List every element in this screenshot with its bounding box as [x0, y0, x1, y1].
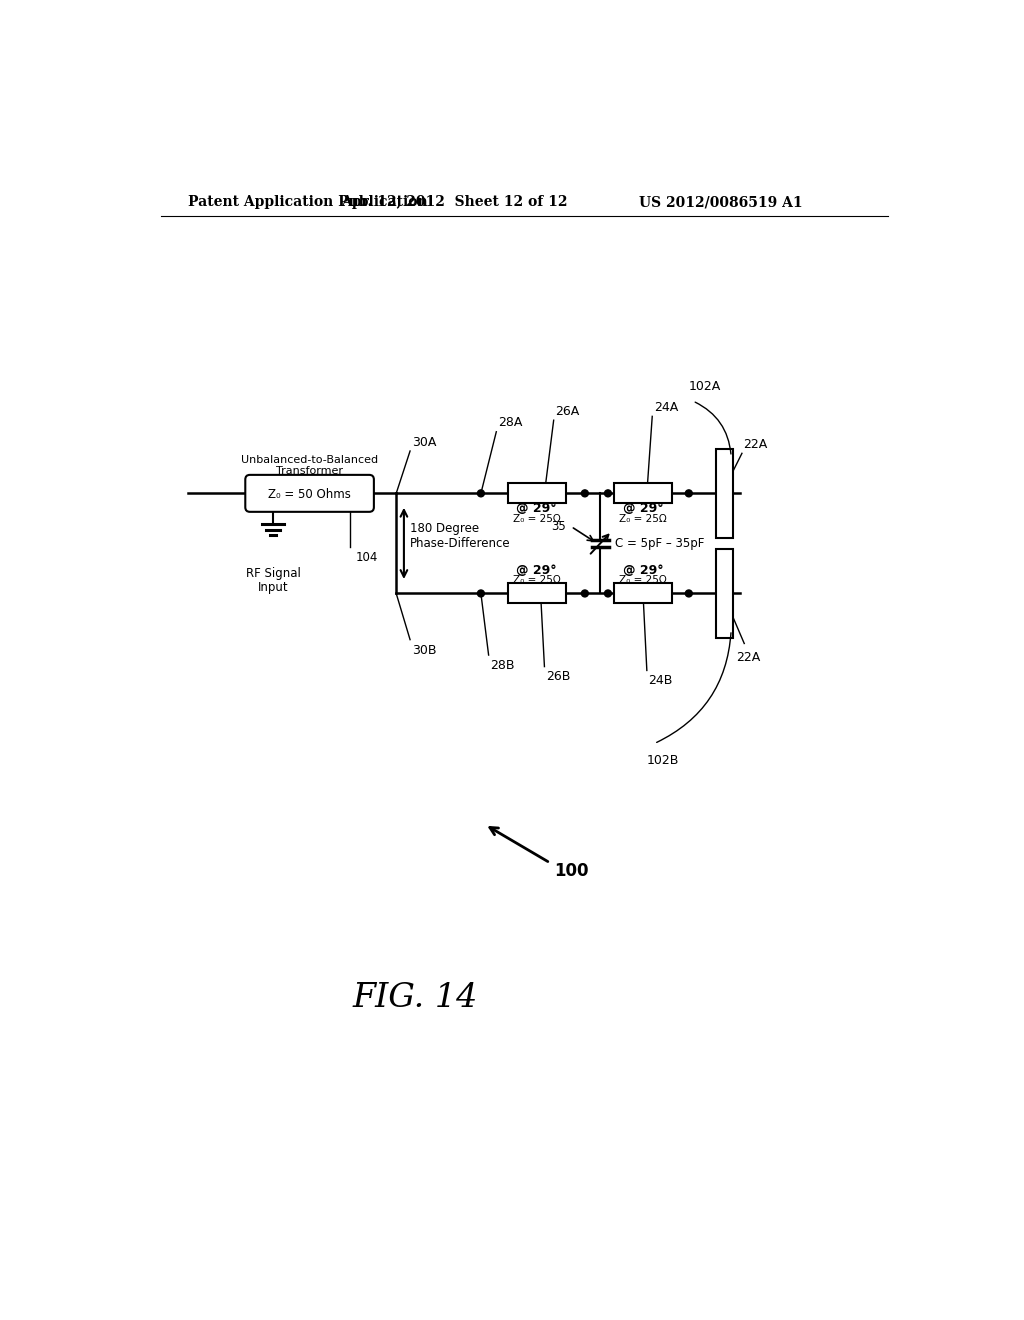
Text: 22A: 22A: [736, 651, 761, 664]
Text: @ 29°: @ 29°: [623, 564, 664, 577]
Text: FIG. 14: FIG. 14: [353, 982, 478, 1014]
Text: 26A: 26A: [555, 405, 580, 418]
Bar: [716, 549, 733, 638]
Text: US 2012/0086519 A1: US 2012/0086519 A1: [639, 195, 803, 210]
Text: Apr. 12, 2012  Sheet 12 of 12: Apr. 12, 2012 Sheet 12 of 12: [341, 195, 567, 210]
Text: 26B: 26B: [546, 671, 570, 684]
Text: Z₀ = 25Ω: Z₀ = 25Ω: [513, 513, 560, 524]
Text: Patent Application Publication: Patent Application Publication: [188, 195, 428, 210]
Text: Unbalanced-to-Balanced
Transformer: Unbalanced-to-Balanced Transformer: [241, 455, 378, 477]
Text: 24B: 24B: [648, 675, 673, 688]
Text: 30B: 30B: [412, 644, 436, 656]
Text: RF Signal
Input: RF Signal Input: [246, 566, 300, 594]
Circle shape: [477, 490, 484, 496]
Text: Z₀ = 25Ω: Z₀ = 25Ω: [620, 513, 667, 524]
Text: 30A: 30A: [412, 436, 436, 449]
Text: 24A: 24A: [653, 401, 678, 414]
Circle shape: [685, 490, 692, 496]
Text: 28A: 28A: [498, 416, 522, 429]
Text: Z₀ = 25Ω: Z₀ = 25Ω: [620, 576, 667, 585]
Circle shape: [604, 490, 611, 496]
Text: 180 Degree
Phase-Difference: 180 Degree Phase-Difference: [410, 521, 511, 549]
FancyBboxPatch shape: [508, 483, 565, 503]
Text: 104: 104: [355, 552, 378, 564]
FancyBboxPatch shape: [614, 483, 672, 503]
Text: 102B: 102B: [646, 754, 679, 767]
Text: 102A: 102A: [689, 380, 721, 393]
Circle shape: [604, 590, 611, 597]
Circle shape: [477, 590, 484, 597]
FancyBboxPatch shape: [614, 583, 672, 603]
Text: @ 29°: @ 29°: [516, 564, 557, 577]
Circle shape: [582, 490, 589, 496]
Text: Z₀ = 25Ω: Z₀ = 25Ω: [513, 576, 560, 585]
Text: 100: 100: [554, 862, 589, 879]
Circle shape: [582, 590, 589, 597]
Text: 28B: 28B: [490, 659, 515, 672]
Text: C = 5pF – 35pF: C = 5pF – 35pF: [614, 537, 705, 550]
Text: 35: 35: [552, 520, 566, 533]
Text: @ 29°: @ 29°: [516, 502, 557, 515]
Text: @ 29°: @ 29°: [623, 502, 664, 515]
Text: Z₀ = 50 Ohms: Z₀ = 50 Ohms: [268, 488, 351, 502]
FancyBboxPatch shape: [246, 475, 374, 512]
Circle shape: [685, 590, 692, 597]
FancyBboxPatch shape: [508, 583, 565, 603]
Bar: [716, 449, 733, 537]
Text: 22A: 22A: [743, 438, 768, 451]
